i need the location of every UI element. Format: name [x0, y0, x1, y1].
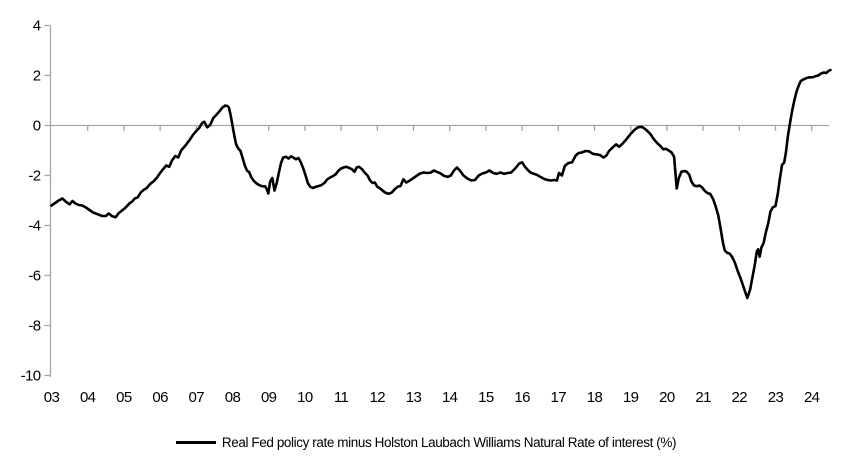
x-tick-label: 03	[44, 389, 60, 406]
x-tick-label: 07	[189, 389, 205, 406]
x-tick-label: 11	[334, 389, 349, 406]
y-tick-label: -2	[28, 168, 40, 185]
y-tick-label: -10	[21, 368, 41, 385]
x-tick-label: 18	[587, 389, 603, 406]
x-tick-label: 09	[261, 389, 277, 406]
series-line	[50, 68, 832, 300]
x-tick-label: 10	[297, 389, 313, 406]
x-tick-label: 15	[478, 389, 494, 406]
x-tick-label: 23	[768, 389, 784, 406]
x-tick-label: 16	[514, 389, 530, 406]
x-tick-label: 24	[804, 389, 820, 406]
x-tick-label: 21	[695, 389, 711, 406]
x-tick-label: 22	[732, 389, 748, 406]
axes-layer	[44, 24, 829, 377]
x-tick-label: 08	[225, 389, 241, 406]
y-tick-label: -8	[28, 318, 40, 335]
y-tick-label: -4	[28, 218, 40, 235]
x-tick-label: 05	[116, 389, 132, 406]
x-tick-label: 13	[406, 389, 422, 406]
y-tick-label: 2	[33, 68, 41, 85]
x-tick-label: 20	[659, 389, 675, 406]
x-tick-label: 12	[370, 389, 386, 406]
x-tick-label: 06	[152, 389, 168, 406]
x-tick-label: 14	[442, 389, 458, 406]
y-tick-label: 4	[33, 18, 41, 35]
x-tick-label: 17	[551, 389, 567, 406]
y-tick-label: -6	[28, 268, 40, 285]
x-tick-label: 19	[623, 389, 639, 406]
x-tick-label: 04	[80, 389, 96, 406]
y-tick-label: 0	[33, 118, 41, 135]
series-layer	[50, 68, 832, 300]
